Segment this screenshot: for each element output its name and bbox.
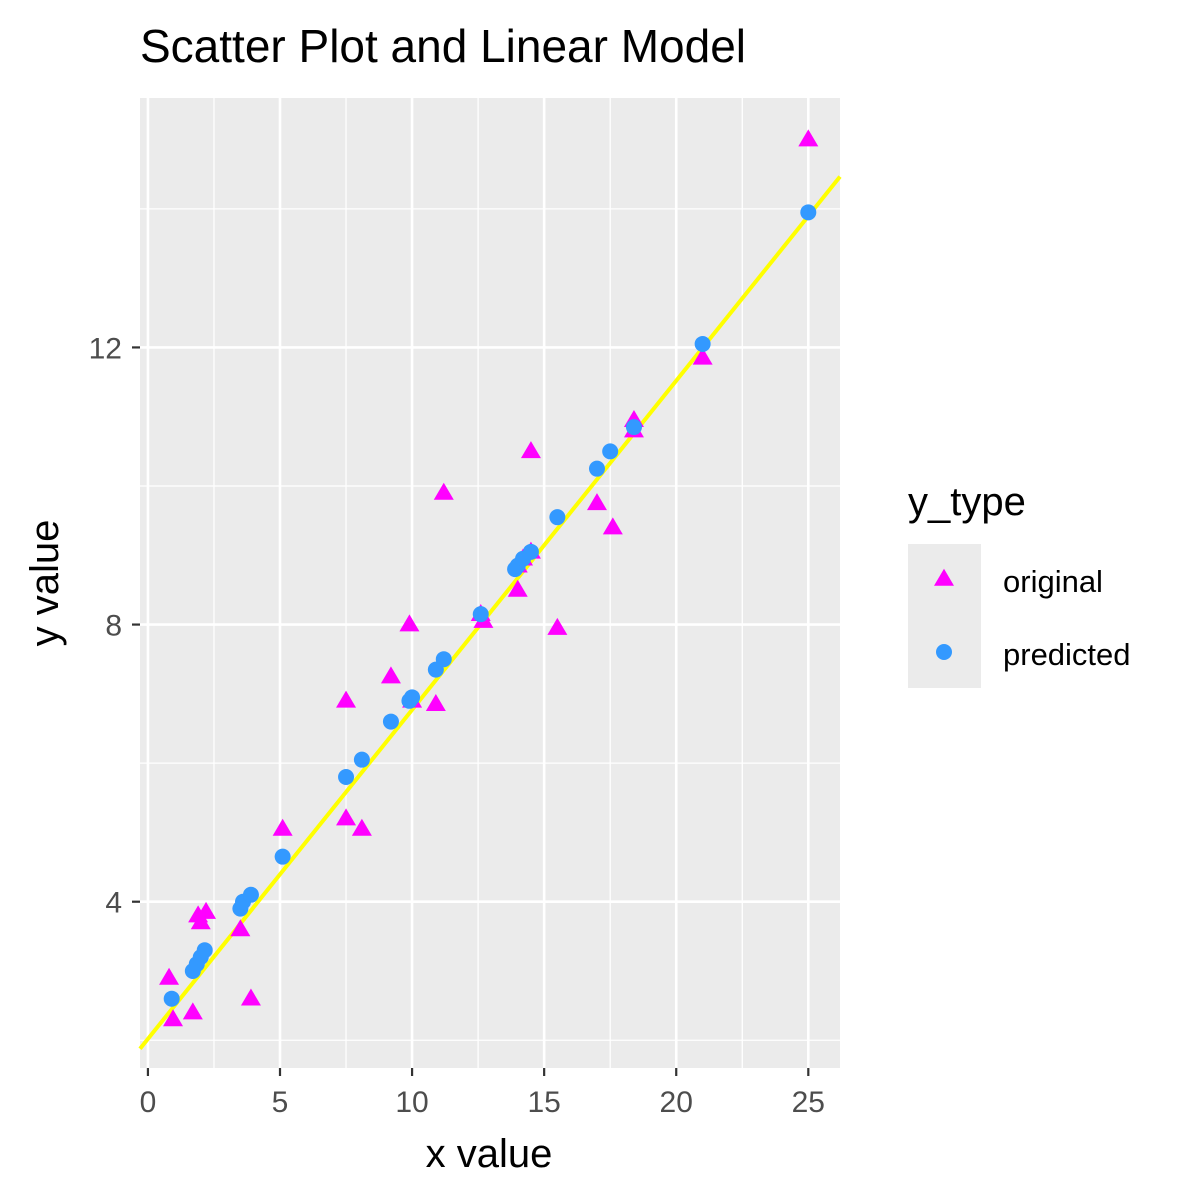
y-tick-label: 4 [105,887,122,920]
predicted-point [353,751,370,768]
linear-model-line [138,175,842,1051]
original-point [547,617,568,635]
original-point [520,441,541,459]
original-point [586,493,607,511]
plot-panel [138,98,842,1068]
chart-title: Scatter Plot and Linear Model [140,20,746,72]
original-point [433,482,454,500]
predicted-point [435,651,452,668]
original-point [351,818,372,836]
original-point [230,919,251,937]
predicted-point [602,443,619,460]
original-point [602,517,623,535]
predicted-point [196,942,213,959]
original-point [336,690,357,708]
x-tick-label: 20 [660,1086,693,1119]
x-tick-label: 5 [272,1086,289,1119]
original-point [798,129,819,147]
original-point [159,967,180,985]
x-tick-label: 10 [395,1086,428,1119]
legend-label-original: original [1003,564,1103,599]
original-point [507,579,528,597]
y-tick-label: 12 [89,332,122,365]
predicted-point [694,335,711,352]
x-axis: 0 5 10 15 20 25 [140,1068,825,1119]
original-point [425,694,446,712]
legend-title: y_type [908,480,1026,524]
legend-key-original-triangle [934,568,954,586]
original-point [163,1009,184,1027]
predicted-point [382,713,399,730]
predicted-point [338,769,355,785]
x-tick-label: 25 [792,1086,825,1119]
plot-background [140,98,840,1068]
x-tick-label: 0 [140,1086,157,1119]
minor-gridlines [140,98,840,1068]
predicted-point [549,509,566,526]
predicted-points [163,204,817,1007]
original-point [399,614,420,632]
y-axis: 4 8 12 [89,332,140,920]
predicted-point [242,886,259,903]
predicted-point [522,543,539,560]
x-axis-title: x value [426,1132,553,1176]
y-axis-title: y value [23,520,67,647]
legend-key-background [908,544,981,688]
original-point [336,808,357,826]
original-point [380,666,401,684]
x-tick-label: 15 [527,1086,560,1119]
predicted-point [472,606,489,623]
original-point [182,1002,203,1020]
predicted-point [163,990,180,1007]
original-point [240,988,261,1006]
legend-key-predicted-circle [936,644,952,660]
predicted-point [274,848,291,865]
predicted-point [404,689,421,706]
original-point [272,818,293,836]
original-point [196,901,217,919]
original-point [692,347,713,365]
original-point [190,912,211,930]
y-tick-label: 8 [105,610,122,643]
legend-label-predicted: predicted [1003,637,1131,672]
legend: y_type original predicted [908,480,1131,688]
predicted-point [625,419,642,436]
predicted-point [800,204,817,221]
predicted-point [588,460,605,477]
